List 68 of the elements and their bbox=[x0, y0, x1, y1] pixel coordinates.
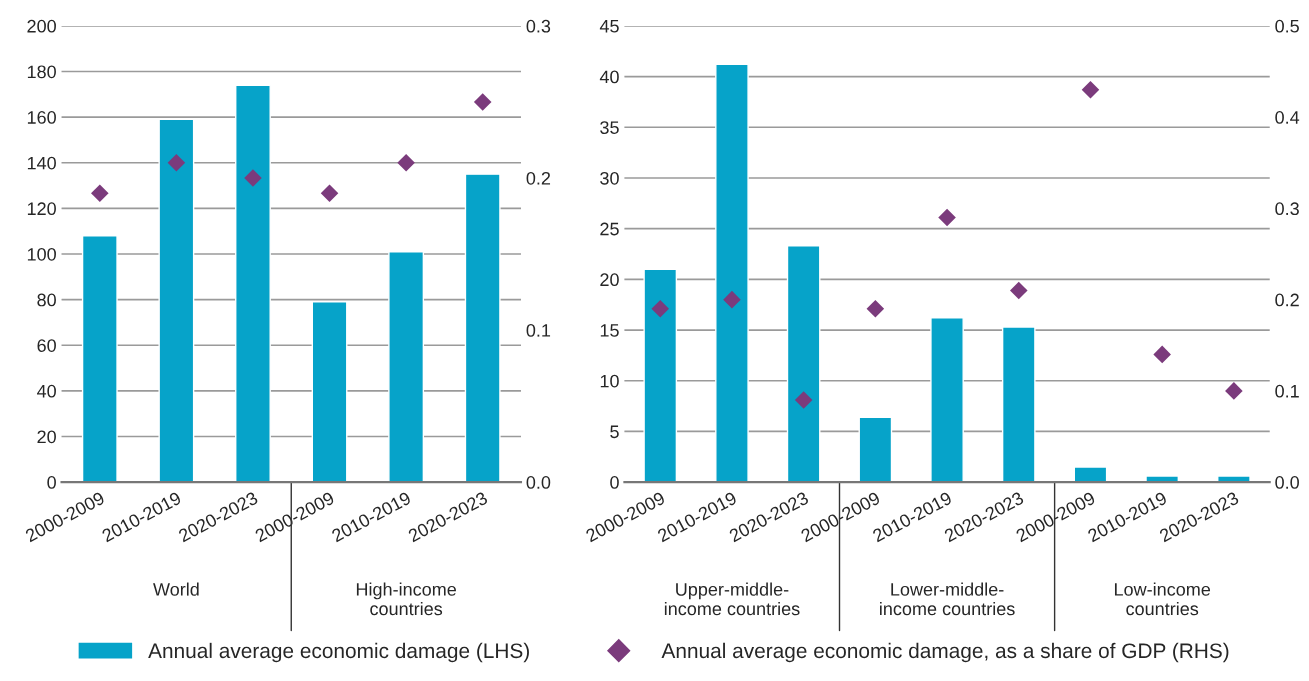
y-tick-label: 80 bbox=[37, 293, 56, 307]
point bbox=[473, 93, 492, 111]
y2-tick-label: 0.1 bbox=[526, 323, 551, 337]
y-tick-label: 15 bbox=[600, 324, 619, 337]
y2-tick-label: 0.0 bbox=[1275, 476, 1299, 489]
point bbox=[91, 184, 109, 202]
y-tick-label: 40 bbox=[37, 384, 56, 398]
y-tick-label: 30 bbox=[600, 171, 619, 185]
y-tick-label: 60 bbox=[37, 339, 56, 352]
y2-tick-label: 0.3 bbox=[526, 19, 551, 33]
y2-tick-label: 0.2 bbox=[1275, 293, 1299, 307]
bar bbox=[1073, 466, 1108, 483]
y2-tick-label: 0.4 bbox=[1275, 111, 1300, 124]
point bbox=[866, 299, 885, 318]
bar bbox=[311, 301, 348, 483]
bar bbox=[930, 317, 964, 483]
point bbox=[1225, 382, 1243, 400]
text: Low-income countries bbox=[1114, 582, 1211, 616]
y-tick-label: 40 bbox=[599, 70, 619, 84]
point bbox=[723, 290, 741, 309]
y-tick-label: 120 bbox=[27, 202, 56, 216]
y2-tick-label: 0.1 bbox=[1275, 384, 1299, 398]
bar bbox=[81, 235, 118, 483]
text: Lower-middle- income countries bbox=[880, 582, 1015, 616]
y-tick-label: 200 bbox=[27, 19, 56, 33]
y-tick-label: 0 bbox=[610, 476, 619, 489]
y2-tick-label: 0.5 bbox=[1275, 19, 1299, 33]
y-tick-label: 45 bbox=[599, 20, 619, 33]
bar bbox=[1001, 326, 1036, 483]
point bbox=[244, 169, 262, 187]
bar bbox=[715, 63, 749, 483]
point bbox=[397, 153, 415, 172]
bar bbox=[235, 84, 271, 483]
bar bbox=[1145, 475, 1180, 483]
legend-label: Annual average economic damage (LHS) bbox=[148, 642, 529, 663]
y2-tick-label: 0.2 bbox=[526, 171, 551, 185]
bar bbox=[786, 245, 821, 483]
y-tick-label: 0 bbox=[47, 476, 56, 489]
y-tick-label: 5 bbox=[610, 425, 619, 439]
point bbox=[1153, 345, 1171, 364]
y-tick-label: 100 bbox=[27, 247, 56, 261]
bar bbox=[858, 416, 893, 483]
point bbox=[167, 153, 186, 172]
point bbox=[938, 208, 956, 227]
y-tick-label: 10 bbox=[600, 374, 619, 388]
y-tick-label: 160 bbox=[27, 111, 56, 124]
text: Upper-middle- income countries bbox=[664, 582, 800, 616]
point bbox=[651, 299, 670, 318]
y-tick-label: 35 bbox=[600, 121, 619, 134]
y-tick-label: 20 bbox=[37, 430, 56, 444]
bar bbox=[643, 268, 678, 483]
y-tick-label: 140 bbox=[27, 156, 56, 170]
y-tick-label: 25 bbox=[600, 222, 619, 236]
bar bbox=[464, 173, 501, 483]
bar bbox=[1217, 475, 1251, 483]
point bbox=[1081, 80, 1100, 99]
text: World bbox=[153, 582, 199, 596]
y2-tick-label: 0.3 bbox=[1275, 202, 1299, 216]
point bbox=[1009, 281, 1028, 300]
y2-tick-label: 0.0 bbox=[526, 476, 551, 489]
bar bbox=[388, 251, 425, 483]
point bbox=[320, 184, 339, 202]
point bbox=[794, 391, 813, 409]
text: High-income countries bbox=[356, 582, 456, 616]
legend-label: Annual average economic damage, as a share of GDP (RHS) bbox=[661, 642, 1229, 663]
y-tick-label: 20 bbox=[600, 273, 619, 287]
y-tick-label: 180 bbox=[27, 65, 56, 79]
bar bbox=[158, 118, 195, 483]
